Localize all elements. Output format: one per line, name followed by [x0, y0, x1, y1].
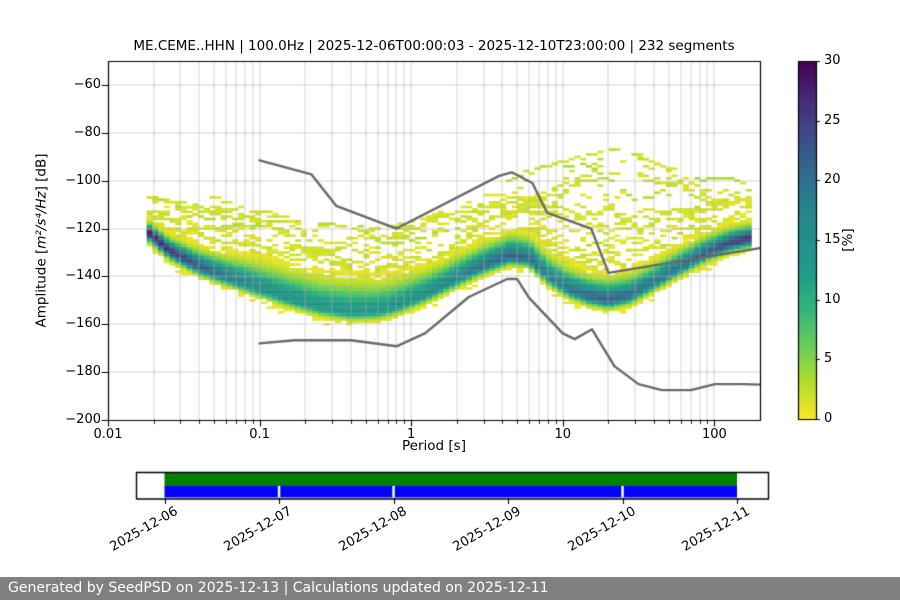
chart-title: ME.CEME..HHN | 100.0Hz | 2025-12-06T00:0… [133, 38, 735, 54]
colorbar-tick-label: 15 [824, 232, 841, 247]
colorbar-tick-label: 0 [824, 411, 833, 426]
y-tick-label: −180 [65, 364, 101, 380]
y-tick-label: −200 [65, 412, 101, 427]
y-tick-label: −140 [65, 268, 101, 284]
footer-text: Generated by SeedPSD on 2025-12-13 | Cal… [8, 580, 549, 596]
y-tick-label: −60 [73, 76, 101, 92]
colorbar-tick-label: 30 [824, 53, 841, 68]
y-tick-label: −120 [65, 220, 101, 236]
x-axis-label: Period [s] [402, 438, 466, 454]
x-tick-label: 0.1 [249, 427, 270, 442]
y-tick-label: −160 [65, 316, 101, 332]
colorbar-tick-label: 25 [824, 112, 841, 128]
y-tick-label: −80 [73, 124, 101, 140]
y-tick-label: −100 [65, 172, 101, 188]
x-tick-label: 1 [407, 427, 416, 442]
colorbar-tick-label: 5 [824, 351, 833, 367]
x-tick-label: 100 [701, 427, 727, 442]
footer-bar: Generated by SeedPSD on 2025-12-13 | Cal… [0, 577, 900, 600]
x-tick-label: 10 [554, 427, 572, 442]
colorbar-tick-label: 20 [824, 172, 841, 188]
colorbar-tick-label: 10 [824, 291, 841, 307]
x-tick-label: 0.01 [93, 427, 123, 442]
